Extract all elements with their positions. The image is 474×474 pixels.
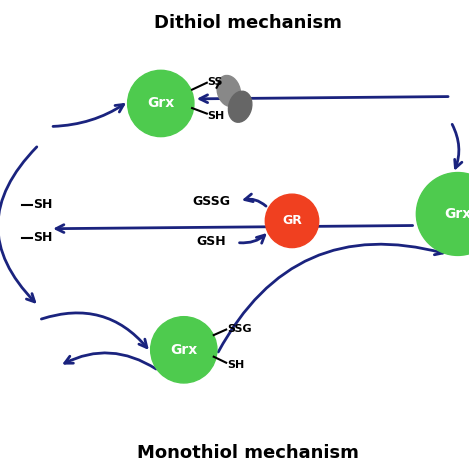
Text: GR: GR [282,214,302,228]
Text: SH: SH [33,198,52,211]
Text: Dithiol mechanism: Dithiol mechanism [155,14,342,32]
Text: Monothiol mechanism: Monothiol mechanism [137,444,359,462]
Text: Grx: Grx [147,97,174,110]
Circle shape [151,317,217,383]
Circle shape [416,173,474,255]
Ellipse shape [228,91,252,122]
Circle shape [265,194,319,247]
Text: GSSG: GSSG [192,195,230,208]
Text: SH: SH [227,360,244,370]
Text: GSH: GSH [197,235,226,248]
Text: SH: SH [33,231,52,245]
Text: Grx: Grx [170,343,197,357]
Circle shape [128,70,194,137]
Text: SS: SS [208,77,223,87]
Text: Grx: Grx [444,207,472,221]
Text: SSG: SSG [227,324,252,334]
Text: SH: SH [208,111,225,121]
Ellipse shape [217,75,240,107]
